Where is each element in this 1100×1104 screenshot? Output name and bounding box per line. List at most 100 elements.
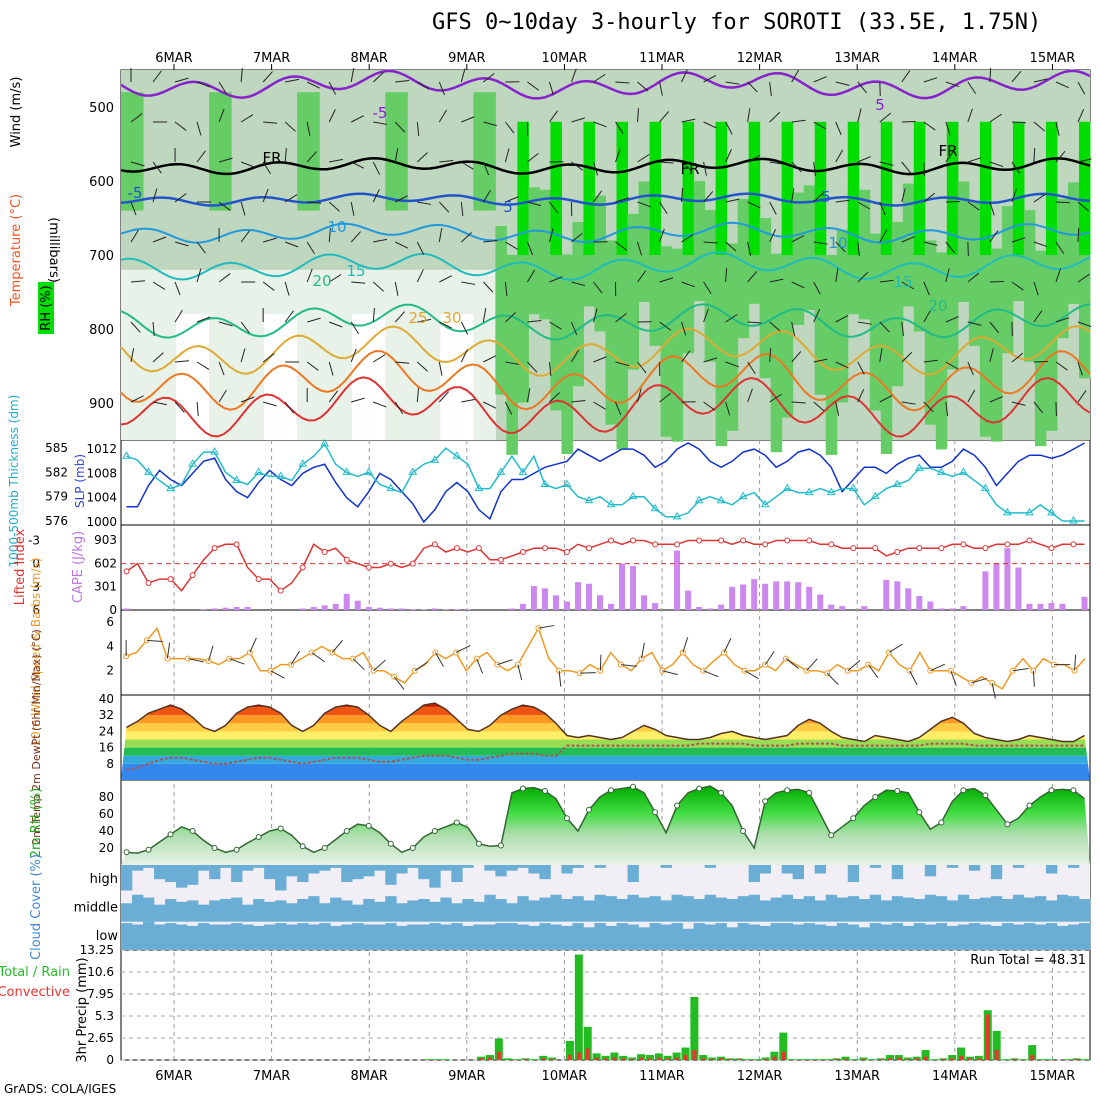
cloud-bar-high bbox=[308, 865, 319, 874]
cape-bar bbox=[575, 582, 581, 610]
lifted-index-line-point bbox=[124, 569, 129, 574]
lifted-index-line-point bbox=[961, 542, 966, 547]
cloud-bar-low bbox=[440, 925, 451, 951]
cloud-bar-middle bbox=[352, 905, 363, 922]
cloud-bar-high bbox=[363, 865, 374, 876]
precip-convective-bar bbox=[737, 1059, 741, 1060]
slp-line bbox=[127, 443, 1085, 522]
cloud-bar-low bbox=[837, 923, 848, 950]
date-label-bottom: 11MAR bbox=[639, 1069, 685, 1084]
cloud-bar-low bbox=[1013, 925, 1024, 951]
wind-axis-label: Wind (m/s) bbox=[9, 77, 24, 148]
cloud-bar-middle bbox=[793, 899, 804, 922]
panel-frame-precip bbox=[121, 950, 1090, 1060]
rh-line-point bbox=[873, 795, 878, 800]
cape-bar bbox=[300, 608, 306, 610]
cloud-panel bbox=[121, 865, 1090, 950]
cape-bar bbox=[1081, 597, 1087, 610]
date-label-top: 8MAR bbox=[350, 51, 387, 66]
rh-line-point bbox=[344, 829, 349, 834]
contour-label: 5 bbox=[503, 198, 513, 216]
cloud-bar-low bbox=[793, 925, 804, 951]
precip-axis-label: 3hr Precip (mm) bbox=[75, 957, 90, 1062]
lifted-index-line-point bbox=[609, 538, 614, 543]
cloud-bar-low bbox=[826, 926, 837, 950]
lifted-index-line-point bbox=[454, 546, 459, 551]
cape-bar bbox=[355, 601, 361, 610]
cape-bar bbox=[938, 608, 944, 610]
rh-dry-column bbox=[341, 270, 353, 440]
lifted-index-line-point bbox=[675, 542, 680, 547]
precip-total-bar bbox=[850, 1059, 858, 1060]
rh-moist-column bbox=[804, 185, 816, 310]
li-axis-label: Lifted Index bbox=[13, 528, 28, 605]
cape-bar bbox=[1015, 568, 1021, 611]
wind-barb bbox=[889, 644, 903, 652]
cloud-bar-middle bbox=[473, 902, 484, 922]
lifted-index-line-point bbox=[476, 546, 481, 551]
cloud-bar-high bbox=[275, 865, 286, 891]
cloud-bar-low bbox=[606, 926, 617, 950]
cloud-bar-high bbox=[528, 865, 539, 874]
precip-total-bar bbox=[1037, 1059, 1045, 1060]
cloud-bar-high bbox=[385, 865, 396, 885]
thickness-tick-label: 585 bbox=[45, 441, 68, 455]
precip-convective-bar bbox=[986, 1014, 990, 1060]
precip-total-bar bbox=[1002, 1059, 1010, 1060]
temp-band bbox=[121, 723, 1090, 731]
rh-moist-column bbox=[517, 230, 529, 403]
cloud-bar-middle bbox=[506, 903, 517, 921]
rh-moist-column bbox=[539, 190, 551, 320]
thickness-line-point bbox=[960, 468, 967, 474]
rh-moist-column bbox=[528, 187, 540, 314]
precip-convective-bar bbox=[595, 1058, 599, 1060]
cloud-bar-middle bbox=[132, 895, 143, 922]
cloud-bar-low bbox=[980, 925, 991, 951]
contour-label: -5 bbox=[128, 184, 143, 202]
rh-line-point bbox=[234, 847, 239, 852]
rh-line-point bbox=[785, 788, 790, 793]
cape-bar bbox=[817, 595, 823, 610]
cloud-bar-high bbox=[1046, 865, 1057, 874]
cloud-bar-low bbox=[506, 923, 517, 950]
cape-bar bbox=[927, 602, 933, 611]
temp-tick-label: 32 bbox=[99, 708, 114, 722]
cloud-bar-middle bbox=[396, 903, 407, 921]
cape-bar bbox=[982, 571, 988, 610]
wind-barb bbox=[930, 664, 945, 671]
rh-line-point bbox=[697, 786, 702, 791]
cloud-bar-low bbox=[870, 923, 881, 950]
cape-bar bbox=[993, 563, 999, 610]
temp-band bbox=[121, 740, 1090, 748]
cloud-bar-low bbox=[352, 923, 363, 950]
cloud-bar-middle bbox=[440, 898, 451, 922]
lifted-index-line-point bbox=[498, 557, 503, 562]
rh-dry-column bbox=[440, 314, 452, 440]
wind-barb bbox=[497, 660, 512, 665]
cape-tick-label: 301 bbox=[94, 580, 117, 594]
cloud-bar-low bbox=[1035, 925, 1046, 951]
cloud-bar-low bbox=[165, 923, 176, 950]
rh-wet-column bbox=[1013, 122, 1025, 255]
wind-barb bbox=[456, 645, 470, 652]
footer-credit: GrADS: COLA/IGES bbox=[4, 1082, 116, 1096]
cloud-bar-high bbox=[1013, 865, 1024, 868]
cape-bar bbox=[685, 591, 691, 610]
lifted-index-line-point bbox=[1027, 538, 1032, 543]
cloud-bar-low bbox=[749, 925, 760, 951]
cloud-bar-middle bbox=[1079, 899, 1090, 922]
cloud-bar-high bbox=[705, 865, 716, 868]
rh-dry-column bbox=[253, 270, 265, 440]
date-label-top: 14MAR bbox=[932, 51, 978, 66]
rh-moist-column bbox=[308, 92, 320, 210]
run-total-annotation: Run Total = 48.31 bbox=[970, 953, 1086, 968]
cloud-bar-low bbox=[143, 922, 154, 950]
cloud-axis-label: Cloud Cover (%) bbox=[29, 854, 44, 960]
cloud-bar-middle bbox=[848, 896, 859, 922]
thickness-line-point bbox=[1070, 517, 1077, 523]
rh-dry-column bbox=[220, 270, 232, 440]
temp-band bbox=[121, 695, 1090, 707]
rh-line-point bbox=[741, 829, 746, 834]
cloud-bar-high bbox=[749, 865, 760, 882]
cloud-bar-low bbox=[341, 925, 352, 951]
